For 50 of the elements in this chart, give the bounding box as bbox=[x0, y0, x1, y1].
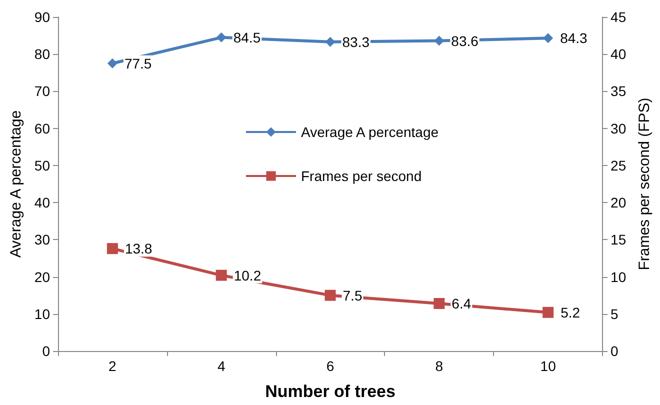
y-tick-label: 10 bbox=[34, 306, 50, 322]
y-tick-label: 40 bbox=[34, 194, 50, 211]
x-tick-label: 6 bbox=[326, 358, 334, 374]
y2-tick-label: 40 bbox=[610, 46, 626, 62]
y2-axis-title: Frames per second (FPS) bbox=[636, 98, 653, 270]
y2-tick-label: 25 bbox=[610, 157, 626, 174]
point bbox=[216, 32, 226, 42]
point bbox=[543, 33, 554, 44]
point bbox=[107, 58, 118, 68]
y-tick-label: 20 bbox=[34, 268, 50, 285]
data-label: 6.4 bbox=[452, 296, 472, 312]
data-label: 7.5 bbox=[342, 287, 362, 304]
y2-tick-label: 5 bbox=[610, 306, 619, 322]
y2-tick-label: 15 bbox=[610, 232, 626, 248]
legend-label: Average A percentage bbox=[301, 124, 439, 140]
data-label: 10.2 bbox=[234, 267, 262, 284]
point bbox=[542, 306, 554, 318]
y2-tick-label: 45 bbox=[610, 9, 626, 25]
y2-tick-label: 30 bbox=[610, 120, 626, 136]
data-label: 13.8 bbox=[124, 240, 152, 257]
y2-tick-label: 10 bbox=[610, 268, 626, 285]
y2-tick-label: 0 bbox=[610, 343, 619, 359]
x-tick-label: 10 bbox=[540, 358, 556, 374]
y-tick-label: 50 bbox=[34, 157, 50, 174]
point bbox=[434, 298, 445, 309]
y-axis-title: Average A percentage bbox=[8, 110, 25, 258]
y-tick-label: 30 bbox=[34, 232, 50, 248]
legend-label: Frames per second bbox=[301, 168, 422, 184]
point bbox=[106, 243, 118, 254]
point bbox=[434, 36, 444, 46]
y2-tick-label: 35 bbox=[610, 83, 626, 100]
data-label: 84.5 bbox=[233, 29, 261, 46]
data-label: 83.3 bbox=[342, 34, 370, 50]
y-tick-label: 90 bbox=[34, 9, 50, 25]
data-label: 77.5 bbox=[124, 55, 152, 72]
x-tick-label: 2 bbox=[108, 358, 117, 374]
x-axis-title: Number of trees bbox=[265, 382, 396, 401]
data-label: 84.3 bbox=[560, 30, 588, 46]
y-tick-label: 80 bbox=[34, 46, 50, 62]
y2-tick-label: 20 bbox=[610, 194, 626, 211]
y-tick-label: 70 bbox=[34, 83, 50, 100]
y-tick-label: 0 bbox=[42, 343, 50, 359]
data-label: 5.2 bbox=[560, 304, 580, 320]
point bbox=[216, 270, 227, 281]
data-label: 83.6 bbox=[451, 32, 479, 49]
point bbox=[324, 290, 336, 301]
y-tick-label: 60 bbox=[34, 120, 50, 136]
point bbox=[325, 36, 336, 47]
x-tick-label: 4 bbox=[217, 358, 226, 374]
x-tick-label: 8 bbox=[435, 358, 444, 374]
